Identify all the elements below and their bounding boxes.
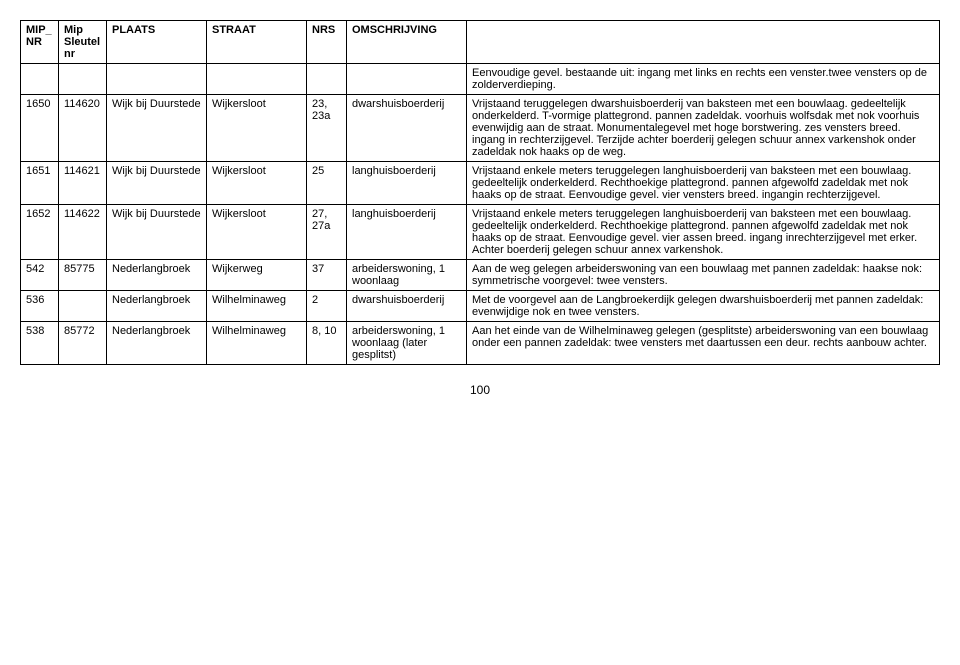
header-nrs: NRS <box>307 21 347 64</box>
cell-mip_sleutel <box>59 291 107 322</box>
cell-mip_sleutel: 114621 <box>59 162 107 205</box>
cell-straat: Wilhelminaweg <box>207 322 307 365</box>
cell-omschrijving: langhuisboerderij <box>347 205 467 260</box>
cell-mip_nr <box>21 64 59 95</box>
cell-plaats: Wijk bij Duurstede <box>107 162 207 205</box>
cell-omschrijving: langhuisboerderij <box>347 162 467 205</box>
cell-desc: Vrijstaand enkele meters teruggelegen la… <box>467 162 940 205</box>
cell-mip_sleutel <box>59 64 107 95</box>
cell-mip_sleutel: 114620 <box>59 95 107 162</box>
cell-nrs: 25 <box>307 162 347 205</box>
cell-nrs: 8, 10 <box>307 322 347 365</box>
cell-mip_sleutel: 85772 <box>59 322 107 365</box>
cell-nrs: 2 <box>307 291 347 322</box>
cell-straat: Wijkersloot <box>207 162 307 205</box>
cell-mip_nr: 1652 <box>21 205 59 260</box>
cell-plaats: Wijk bij Duurstede <box>107 205 207 260</box>
header-mip-nr: MIP_ NR <box>21 21 59 64</box>
cell-plaats: Nederlangbroek <box>107 291 207 322</box>
cell-desc: Vrijstaand teruggelegen dwarshuisboerder… <box>467 95 940 162</box>
cell-straat: Wijkersloot <box>207 95 307 162</box>
cell-straat <box>207 64 307 95</box>
cell-nrs: 37 <box>307 260 347 291</box>
table-row: 1652114622Wijk bij DuurstedeWijkersloot2… <box>21 205 940 260</box>
cell-mip_nr: 538 <box>21 322 59 365</box>
cell-straat: Wilhelminaweg <box>207 291 307 322</box>
header-desc-spacer <box>467 21 940 64</box>
cell-plaats: Wijk bij Duurstede <box>107 95 207 162</box>
header-omschrijving: OMSCHRIJVING <box>347 21 467 64</box>
header-plaats: PLAATS <box>107 21 207 64</box>
table-row: 536 NederlangbroekWilhelminaweg2dwarshuis… <box>21 291 940 322</box>
page-number: 100 <box>20 383 940 397</box>
cell-mip_nr: 536 <box>21 291 59 322</box>
header-straat: STRAAT <box>207 21 307 64</box>
cell-nrs <box>307 64 347 95</box>
cell-mip_nr: 1650 <box>21 95 59 162</box>
cell-plaats: Nederlangbroek <box>107 260 207 291</box>
cell-plaats <box>107 64 207 95</box>
cell-nrs: 27, 27a <box>307 205 347 260</box>
header-mip-sleutel: Mip Sleutel nr <box>59 21 107 64</box>
cell-plaats: Nederlangbroek <box>107 322 207 365</box>
cell-desc: Met de voorgevel aan de Langbroekerdijk … <box>467 291 940 322</box>
cell-mip_nr: 542 <box>21 260 59 291</box>
cell-nrs: 23, 23a <box>307 95 347 162</box>
cell-desc: Aan het einde van de Wilhelminaweg geleg… <box>467 322 940 365</box>
table-row: 1651114621Wijk bij DuurstedeWijkersloot2… <box>21 162 940 205</box>
table-row: Eenvoudige gevel. bestaande uit: ingang … <box>21 64 940 95</box>
header-row: MIP_ NR Mip Sleutel nr PLAATS STRAAT NRS… <box>21 21 940 64</box>
cell-mip_nr: 1651 <box>21 162 59 205</box>
cell-omschrijving <box>347 64 467 95</box>
table-body: Eenvoudige gevel. bestaande uit: ingang … <box>21 64 940 365</box>
cell-omschrijving: dwarshuisboerderij <box>347 95 467 162</box>
cell-mip_sleutel: 114622 <box>59 205 107 260</box>
cell-desc: Eenvoudige gevel. bestaande uit: ingang … <box>467 64 940 95</box>
cell-straat: Wijkerweg <box>207 260 307 291</box>
cell-omschrijving: arbeiderswoning, 1 woonlaag <box>347 260 467 291</box>
cell-omschrijving: arbeiderswoning, 1 woonlaag (later gespl… <box>347 322 467 365</box>
cell-desc: Vrijstaand enkele meters teruggelegen la… <box>467 205 940 260</box>
cell-omschrijving: dwarshuisboerderij <box>347 291 467 322</box>
document-table: MIP_ NR Mip Sleutel nr PLAATS STRAAT NRS… <box>20 20 940 365</box>
table-row: 53885772NederlangbroekWilhelminaweg8, 10… <box>21 322 940 365</box>
cell-straat: Wijkersloot <box>207 205 307 260</box>
table-row: 1650114620Wijk bij DuurstedeWijkersloot2… <box>21 95 940 162</box>
table-row: 54285775NederlangbroekWijkerweg37arbeide… <box>21 260 940 291</box>
cell-desc: Aan de weg gelegen arbeiderswoning van e… <box>467 260 940 291</box>
cell-mip_sleutel: 85775 <box>59 260 107 291</box>
